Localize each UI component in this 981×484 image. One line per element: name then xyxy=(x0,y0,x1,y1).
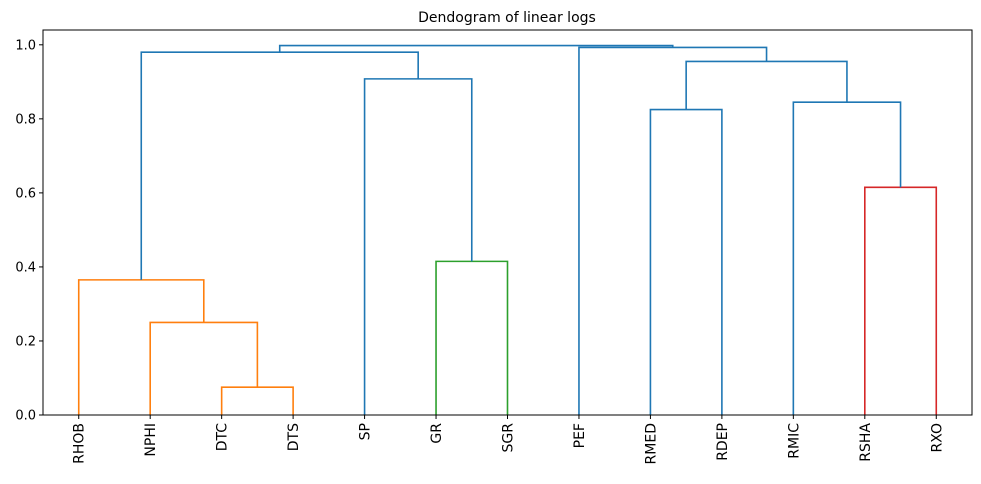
leaf-label-rsha: RSHA xyxy=(858,423,874,462)
dendrogram-link-11 xyxy=(578,46,768,415)
leaf-label-dts: DTS xyxy=(286,423,302,451)
leaf-label-rmic: RMIC xyxy=(786,423,802,459)
leaf-label-sp: SP xyxy=(358,423,374,440)
leaf-label-rhob: RHOB xyxy=(72,423,88,464)
dendrogram-link-10 xyxy=(140,51,419,280)
leaf-label-gr: GR xyxy=(429,423,445,444)
leaf-label-rxo: RXO xyxy=(929,423,945,452)
dendrogram-link-2 xyxy=(149,321,259,415)
x-axis: RHOB NPHI DTC DTS SP GR SGR PEF RMED RDEP RMIC RSHA… xyxy=(72,415,945,464)
y-tick-label: 0.8 xyxy=(15,112,36,127)
dendrogram-link-7 xyxy=(792,101,902,415)
dendrogram-links xyxy=(77,44,938,415)
chart-title: Dendogram of linear logs xyxy=(418,10,596,26)
leaf-label-nphi: NPHI xyxy=(143,423,159,457)
leaf-label-rmed: RMED xyxy=(643,423,659,464)
leaf-label-dtc: DTC xyxy=(215,423,231,452)
y-tick-label: 1.0 xyxy=(15,38,36,53)
dendrogram-link-6 xyxy=(649,108,723,415)
dendrogram-link-8 xyxy=(363,78,473,415)
y-tick-label: 0.4 xyxy=(15,260,36,275)
leaf-label-pef: PEF xyxy=(572,423,588,448)
y-tick-label: 0.0 xyxy=(15,409,36,424)
dendrogram-link-5 xyxy=(864,186,938,415)
leaf-label-rdep: RDEP xyxy=(715,423,731,461)
y-tick-label: 0.2 xyxy=(15,334,36,349)
dendrogram-link-4 xyxy=(435,260,509,415)
dendrogram-link-1 xyxy=(220,386,294,415)
y-tick-label: 0.6 xyxy=(15,186,36,201)
dendrogram-link-12 xyxy=(278,44,674,53)
y-axis: 0.0 0.2 0.4 0.6 0.8 1.0 xyxy=(15,38,43,424)
dendrogram-link-3 xyxy=(77,279,205,415)
plot-frame xyxy=(42,29,973,416)
leaf-label-sgr: SGR xyxy=(501,423,517,453)
